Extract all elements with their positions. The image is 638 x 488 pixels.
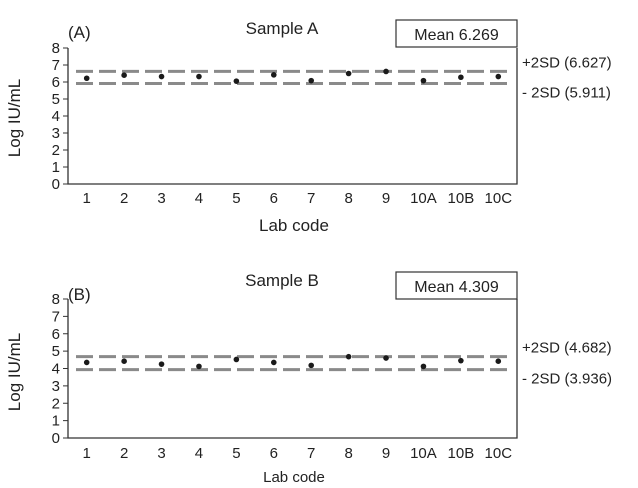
panel-b-y-tick-label: 8 [52, 291, 60, 308]
panel-a-x-tick-label: 1 [83, 190, 91, 207]
panel-b: (B) Sample B Mean 4.309 Log IU/mL Lab co… [5, 271, 612, 486]
panel-b-x-tick-label: 2 [120, 445, 128, 462]
panel-a-data-point [196, 73, 202, 80]
panel-b-data-point [270, 359, 277, 366]
panel-b-y-tick-label: 7 [52, 308, 60, 325]
panel-b-lower-sd-label: - 2SD (3.936) [522, 371, 612, 388]
panel-b-x-tick-label: 1 [83, 445, 91, 462]
panel-a-x-tick-label: 5 [232, 190, 240, 207]
panel-a-x-tick-label: 9 [382, 190, 390, 207]
panel-a-y-tick-label: 2 [52, 142, 60, 159]
panel-a: (A) Sample A Mean 6.269 Log IU/mL Lab co… [5, 19, 612, 235]
panel-b-y-tick-label: 2 [52, 395, 60, 412]
panel-b-data-point [83, 359, 90, 366]
panel-a-data-point [83, 75, 90, 82]
panel-a-y-tick-label: 6 [52, 74, 60, 91]
panel-b-data-point [420, 363, 427, 370]
panel-a-x-tick-label: 6 [270, 190, 278, 207]
panel-a-x-tick-label: 4 [195, 190, 203, 207]
panel-b-y-tick-label: 1 [52, 413, 60, 430]
panel-b-data-point [233, 356, 240, 363]
panel-a-data-point [158, 73, 165, 80]
panel-b-data-point [121, 358, 127, 365]
panel-a-y-tick-label: 7 [52, 57, 60, 74]
panel-a-mean-box [395, 19, 518, 48]
panel-b-x-axis-label: Lab code [263, 469, 325, 486]
panel-b-data-point [495, 358, 502, 365]
panel-a-mean-label: Mean 6.269 [414, 27, 499, 44]
panel-a-data-point [458, 74, 464, 81]
panel-b-y-tick-label: 4 [52, 361, 60, 378]
panel-b-upper-sd-label: +2SD (4.682) [522, 340, 612, 357]
panel-a-data-point [420, 77, 427, 84]
panel-a-x-tick-label: 10A [410, 190, 437, 207]
panel-b-x-tick-label: 8 [344, 445, 352, 462]
panel-a-data-point [345, 70, 352, 77]
panel-a-upper-sd-label: +2SD (6.627) [522, 54, 612, 71]
panel-b-x-tick-label: 3 [157, 445, 165, 462]
panel-b-data-point [345, 353, 352, 360]
panel-b-data-point [383, 355, 389, 361]
panel-b-data-point [458, 357, 464, 364]
panel-a-y-tick-label: 4 [52, 108, 60, 125]
panel-b-x-tick-label: 10B [448, 445, 475, 462]
panel-a-x-tick-label: 2 [120, 190, 128, 207]
panel-a-x-axis-label: Lab code [259, 216, 329, 235]
panel-a-data-point [233, 78, 240, 84]
panel-a-axes [67, 48, 518, 185]
panel-a-title: Sample A [246, 19, 319, 38]
panel-a-x-tick-label: 3 [157, 190, 165, 207]
panel-b-y-tick-label: 3 [52, 378, 60, 395]
panel-b-x-tick-label: 9 [382, 445, 390, 462]
panel-b-x-tick-label: 4 [195, 445, 203, 462]
panel-a-x-tick-label: 10C [485, 190, 513, 207]
panel-b-mean-box [395, 271, 518, 300]
panel-b-x-tick-label: 6 [270, 445, 278, 462]
panel-a-data-point [270, 72, 277, 78]
panel-a-data-point [383, 68, 389, 75]
panel-b-y-tick-label: 0 [52, 430, 60, 447]
panel-a-data-point [495, 73, 502, 80]
panel-b-x-tick-label: 7 [307, 445, 315, 462]
panel-b-y-axis-label: Log IU/mL [5, 333, 24, 411]
panel-a-y-tick-label: 0 [52, 176, 60, 193]
panel-a-data-point [121, 72, 127, 78]
panel-a-label: (A) [68, 23, 91, 42]
panel-b-x-tick-label: 10C [485, 445, 513, 462]
panel-b-data-point [308, 362, 315, 369]
panel-a-y-tick-label: 5 [52, 91, 60, 108]
panel-a-x-tick-label: 10B [448, 190, 475, 207]
panel-b-y-tick-label: 5 [52, 343, 60, 360]
panel-b-x-tick-label: 5 [232, 445, 240, 462]
panel-b-x-tick-label: 10A [410, 445, 437, 462]
panel-b-data-point [158, 361, 165, 367]
panel-a-x-tick-label: 7 [307, 190, 315, 207]
panel-a-x-tick-label: 8 [344, 190, 352, 207]
panel-b-mean-label: Mean 4.309 [414, 279, 499, 296]
panel-a-y-axis-label: Log IU/mL [5, 79, 24, 157]
panel-b-label: (B) [68, 285, 91, 304]
panel-a-data-point [308, 77, 315, 84]
panel-b-title: Sample B [245, 271, 319, 290]
panel-a-lower-sd-label: - 2SD (5.911) [522, 85, 611, 102]
panel-b-data-point [196, 363, 202, 370]
panel-a-y-tick-label: 1 [52, 159, 60, 176]
panel-b-y-tick-label: 6 [52, 326, 60, 343]
panel-a-y-tick-label: 8 [52, 40, 60, 57]
panel-a-y-tick-label: 3 [52, 125, 60, 142]
